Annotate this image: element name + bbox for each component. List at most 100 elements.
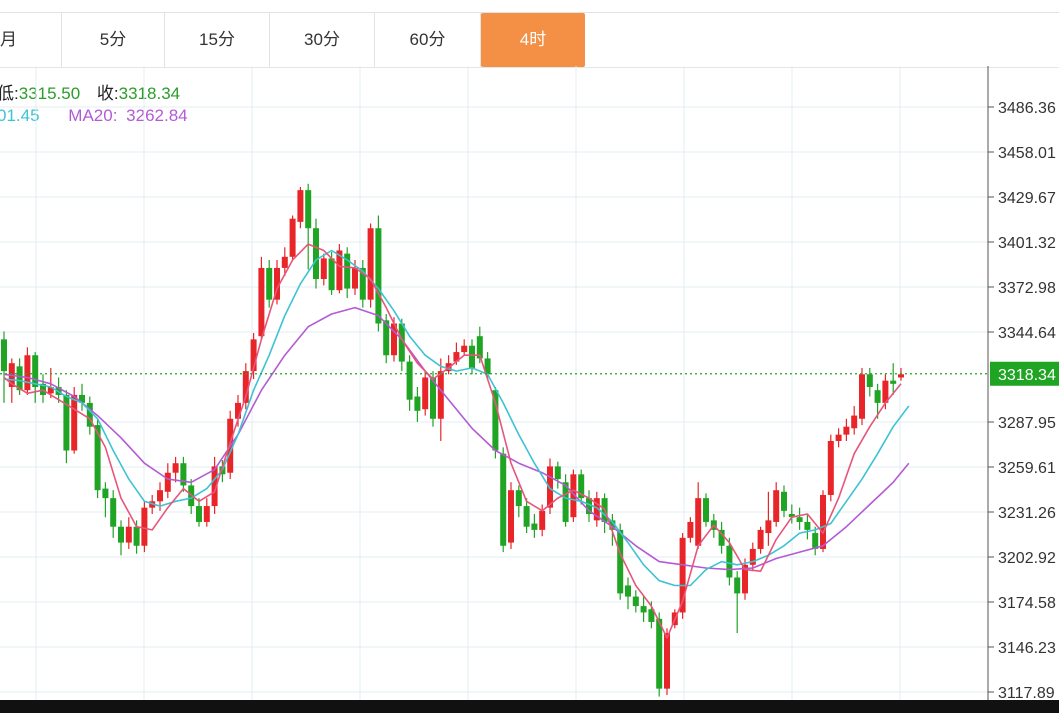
candle-body xyxy=(874,390,881,403)
candle-body xyxy=(804,521,811,530)
y-tick-label: 3458.01 xyxy=(998,145,1056,162)
candle-body xyxy=(133,526,140,546)
bottom-bar xyxy=(0,700,1059,713)
ma10-value: 01.45 xyxy=(0,106,40,125)
candle-body xyxy=(866,374,873,387)
candle-body xyxy=(367,228,374,300)
candle-body xyxy=(827,440,834,495)
candle-body xyxy=(656,618,663,689)
candle-body xyxy=(406,361,413,400)
candle-body xyxy=(484,358,491,375)
candle-body xyxy=(788,514,795,518)
candle-body xyxy=(539,510,546,530)
candle-body xyxy=(687,521,694,538)
candle-body xyxy=(328,258,335,291)
candle-body xyxy=(180,463,187,486)
tab-5min[interactable]: 5分 xyxy=(62,13,165,67)
candle-body xyxy=(297,190,304,222)
y-tick-label: 3401.32 xyxy=(998,235,1056,252)
candle-body xyxy=(242,371,249,403)
candle-body xyxy=(110,498,117,527)
candle-body xyxy=(453,352,460,362)
candle-body xyxy=(266,267,273,300)
ma-info-row: 01.45 MA20: 3262.84 xyxy=(0,106,188,126)
close-value: 3318.34 xyxy=(118,84,181,103)
candle-body xyxy=(313,228,319,280)
candle-body xyxy=(250,339,257,372)
candle-body xyxy=(289,218,296,257)
y-tick-label: 3202.92 xyxy=(998,550,1056,567)
candle-body xyxy=(664,633,670,689)
candle-body xyxy=(196,506,202,522)
candle-body xyxy=(141,507,148,546)
candle-body xyxy=(586,498,592,515)
candle-body xyxy=(765,520,772,534)
candle-body xyxy=(593,498,600,521)
tab-60min[interactable]: 60分 xyxy=(375,13,481,67)
candle-body xyxy=(383,320,390,356)
tab-30min[interactable]: 30分 xyxy=(270,13,375,67)
current-price-tag xyxy=(990,361,1059,386)
candle-body xyxy=(726,545,733,578)
candle-body xyxy=(820,494,826,549)
candle-body xyxy=(734,577,741,594)
candle-body xyxy=(578,474,585,499)
candle-body xyxy=(24,355,31,391)
candle-body xyxy=(94,425,101,491)
ma5-line xyxy=(3,243,902,639)
candle-body xyxy=(16,366,23,391)
candle-body xyxy=(508,490,514,543)
ohlc-info-row: 低:3315.50 收:3318.34 xyxy=(0,79,180,104)
candle-body xyxy=(211,466,218,507)
candle-body xyxy=(157,490,163,502)
candle-body xyxy=(172,463,179,473)
candle-body xyxy=(632,596,639,607)
low-value: 3315.50 xyxy=(18,84,81,103)
candle-body xyxy=(812,533,819,549)
candle-body xyxy=(531,523,538,530)
ma20-value: 3262.84 xyxy=(126,106,188,125)
candle-body xyxy=(679,537,686,613)
y-tick-label: 3372.98 xyxy=(998,280,1056,297)
candle-body xyxy=(344,253,351,289)
candle-body xyxy=(890,380,897,384)
candle-body xyxy=(570,474,577,518)
candle-body xyxy=(359,267,366,300)
low-label: 低: xyxy=(0,84,19,103)
candle-body xyxy=(1,339,7,372)
candle-body xyxy=(703,498,709,522)
y-tick-label: 3231.26 xyxy=(998,505,1056,522)
tab-4hour[interactable]: 4时 xyxy=(481,13,585,67)
candle-body xyxy=(258,267,265,337)
candle-body xyxy=(640,606,647,613)
candle-body xyxy=(32,355,39,387)
close-label: 收: xyxy=(96,84,119,103)
tab-15min[interactable]: 15分 xyxy=(165,13,270,67)
candle-body xyxy=(898,374,904,378)
y-tick-label: 3259.61 xyxy=(998,460,1056,477)
candle-body xyxy=(562,482,569,522)
candle-body xyxy=(859,374,865,419)
candle-body xyxy=(414,396,421,411)
y-tick-label: 3174.58 xyxy=(998,595,1056,612)
candle-body xyxy=(63,394,70,451)
ma20-label: MA20: xyxy=(68,106,118,125)
candle-body xyxy=(695,498,702,546)
current-price-label: 3318.34 xyxy=(998,367,1056,384)
candle-body xyxy=(742,564,748,594)
candle-body xyxy=(523,506,530,527)
candle-body xyxy=(79,394,85,403)
candle-body xyxy=(274,267,280,300)
candlestick-chart[interactable]: 3486.36 3458.01 3429.67 3401.32 3372.98 3344.… xyxy=(0,66,1059,700)
y-tick-label: 3486.36 xyxy=(998,100,1056,117)
candle-body xyxy=(461,345,468,353)
candle-body xyxy=(437,371,444,419)
candle-body xyxy=(609,520,616,530)
candle-body xyxy=(648,609,655,622)
candle-body xyxy=(617,529,624,594)
candle-body xyxy=(554,466,561,480)
y-tick-label: 3344.64 xyxy=(998,325,1056,342)
tab-month[interactable]: 月 xyxy=(0,13,62,67)
candle-body xyxy=(86,402,93,427)
candle-body xyxy=(40,383,46,395)
